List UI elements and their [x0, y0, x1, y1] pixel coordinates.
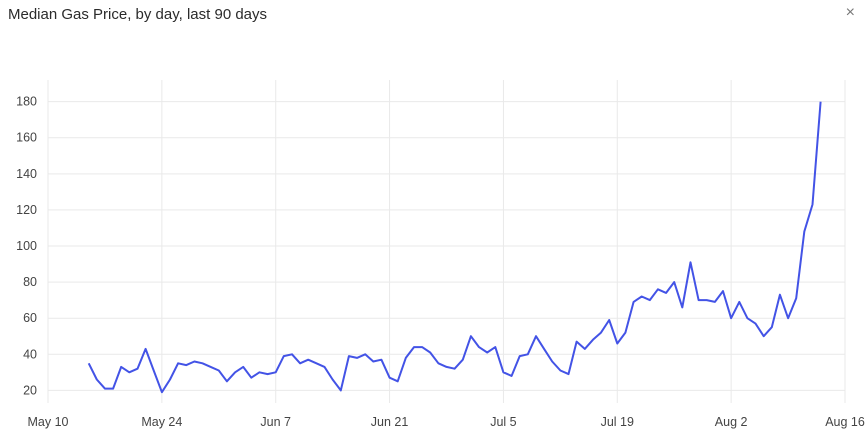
x-axis: May 10 May 24 Jun 7 Jun 21 Jul 5 Jul 19 Aug 2 A… [28, 415, 865, 429]
chart-title: Median Gas Price, by day, last 90 days [8, 6, 268, 23]
y-tick-label: 40 [23, 347, 37, 361]
close-icon[interactable]: × [845, 4, 855, 21]
y-tick-label: 140 [16, 167, 37, 181]
y-axis: 20 40 60 80 100 120 140 160 180 [16, 95, 37, 398]
y-tick-label: 60 [23, 311, 37, 325]
y-tick-label: 20 [23, 383, 37, 397]
x-tick-label: May 10 [28, 415, 69, 429]
x-tick-label: Aug 16 [825, 415, 865, 429]
series-line [87, 101, 822, 394]
y-tick-label: 160 [16, 131, 37, 145]
x-tick-label: Jul 5 [490, 415, 516, 429]
y-tick-label: 80 [23, 275, 37, 289]
y-tick-label: 180 [16, 95, 37, 109]
y-tick-label: 100 [16, 239, 37, 253]
x-tick-label: Jun 21 [371, 415, 409, 429]
y-tick-label: 120 [16, 203, 37, 217]
x-tick-label: Jul 19 [601, 415, 634, 429]
x-tick-label: Jun 7 [260, 415, 291, 429]
series-layer [87, 101, 822, 394]
x-tick-label: May 24 [141, 415, 182, 429]
grid-lines [47, 80, 846, 403]
x-tick-label: Aug 2 [715, 415, 748, 429]
